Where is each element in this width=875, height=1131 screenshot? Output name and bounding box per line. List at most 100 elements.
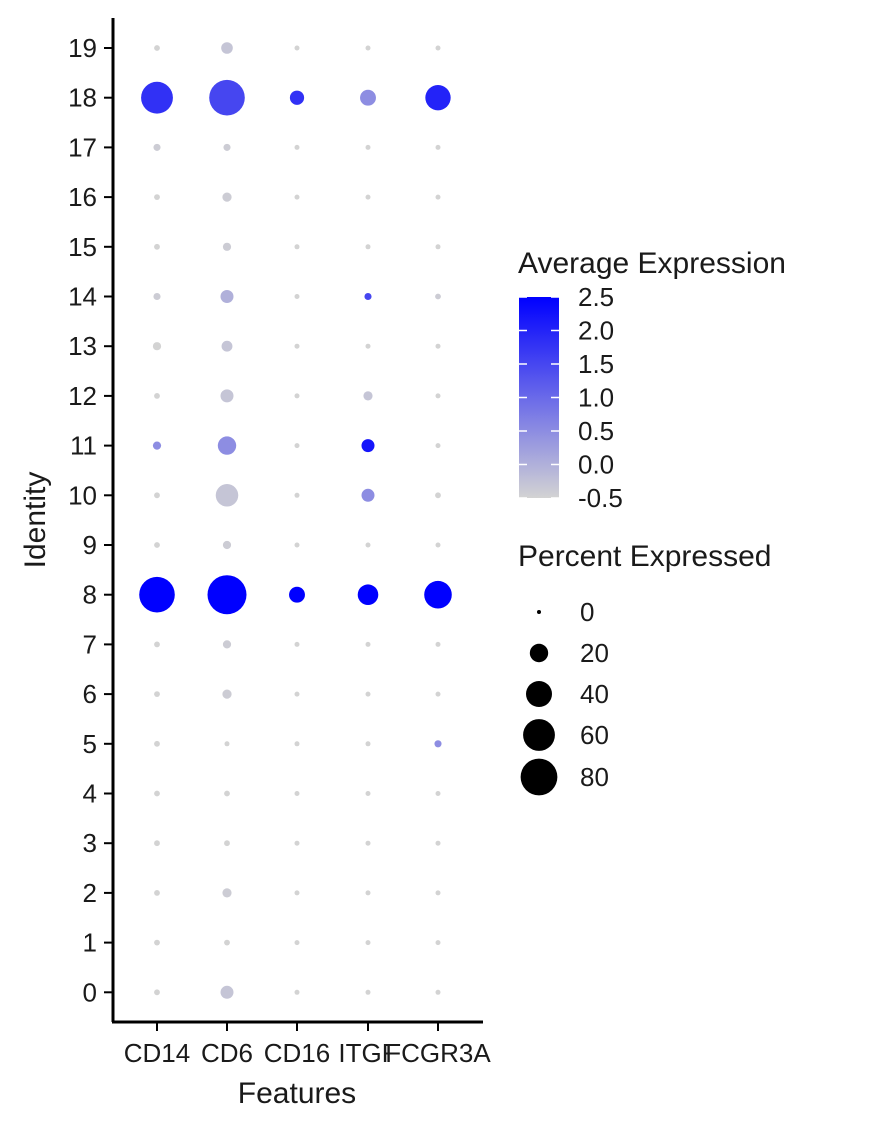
dot-13-CD16 <box>294 343 300 349</box>
dot-4-FCGR3A <box>435 791 441 796</box>
color-tick-label: 2.0 <box>578 316 614 346</box>
size-legend-label: 20 <box>580 638 609 668</box>
dot-12-FCGR3A <box>435 393 441 399</box>
dot-2-FCGR3A <box>435 890 441 896</box>
dot-5-CD14 <box>154 740 160 747</box>
dot-9-ITGAX <box>365 542 371 548</box>
dot-5-CD16 <box>294 741 300 747</box>
dot-7-CD14 <box>154 641 160 648</box>
x-tick-label: CD6 <box>201 1038 253 1068</box>
dot-15-CD16 <box>294 244 300 250</box>
dot-7-ITGAX <box>365 641 371 647</box>
dot-4-CD16 <box>294 791 300 796</box>
y-tick-label: 16 <box>68 182 97 212</box>
dot-19-FCGR3A <box>435 45 441 51</box>
dot-14-CD14 <box>153 292 161 301</box>
dot-19-ITGAX <box>365 45 371 51</box>
dot-1-CD6 <box>224 939 230 946</box>
dot-16-CD14 <box>154 194 160 201</box>
dot-8-CD14 <box>139 576 175 613</box>
x-tick-label: CD14 <box>124 1038 190 1068</box>
dot-5-FCGR3A <box>434 740 442 748</box>
dot-18-CD6 <box>209 79 245 116</box>
y-tick-label: 19 <box>68 33 97 63</box>
dot-11-CD14 <box>152 441 162 450</box>
dot-10-FCGR3A <box>435 492 441 499</box>
dot-14-CD6 <box>220 290 234 303</box>
dot-10-CD16 <box>294 492 300 498</box>
size-legend: Percent Expressed 0 20 40 60 80 <box>518 540 771 796</box>
y-tick-label: 1 <box>83 928 97 958</box>
dot-10-CD6 <box>215 484 239 507</box>
dot-7-FCGR3A <box>435 641 441 647</box>
y-tick-label: 9 <box>83 530 97 560</box>
dot-1-FCGR3A <box>435 940 441 946</box>
dot-7-CD6 <box>222 640 232 649</box>
dot-4-CD6 <box>224 790 230 797</box>
dot-10-ITGAX <box>361 488 375 502</box>
dot-12-CD6 <box>220 389 234 403</box>
dot-9-CD6 <box>222 540 232 550</box>
dot-16-CD16 <box>294 194 300 200</box>
dot-5-CD6 <box>224 741 230 747</box>
dot-17-CD16 <box>294 144 300 150</box>
dot-0-CD6 <box>220 985 234 999</box>
dot-14-CD16 <box>294 294 300 299</box>
x-tick-label: CD16 <box>264 1038 330 1068</box>
dot-17-FCGR3A <box>435 144 441 150</box>
y-tick-label: 10 <box>68 480 97 510</box>
dot-13-CD14 <box>152 342 162 351</box>
size-legend-label: 60 <box>580 720 609 750</box>
dot-14-FCGR3A <box>435 293 441 300</box>
y-tick-label: 2 <box>83 878 97 908</box>
dot-9-CD14 <box>154 542 160 548</box>
dot-16-FCGR3A <box>435 194 441 200</box>
dot-12-ITGAX <box>363 391 373 401</box>
dot-3-ITGAX <box>365 840 371 846</box>
color-tick-label: 1.0 <box>578 383 614 413</box>
dot-1-ITGAX <box>365 940 371 946</box>
size-legend-label: 0 <box>580 597 594 627</box>
dot-4-CD14 <box>154 790 160 797</box>
dot-13-CD6 <box>221 340 233 352</box>
size-legend-items: 0 20 40 60 80 <box>520 597 609 796</box>
y-tick-label: 13 <box>68 331 97 361</box>
y-tick-label: 8 <box>83 580 97 610</box>
dot-15-ITGAX <box>365 244 371 250</box>
color-legend-ticks: 2.5 2.01.5 1.00.5 0.0-0.5 <box>519 282 623 513</box>
dot-6-CD16 <box>294 691 300 697</box>
dot-2-CD14 <box>154 889 160 896</box>
x-tick-label: FCGR3A <box>385 1038 491 1068</box>
size-legend-dot <box>529 643 549 663</box>
dot-4-ITGAX <box>365 791 371 796</box>
color-tick-label: -0.5 <box>578 483 623 513</box>
y-tick-label: 11 <box>70 431 97 461</box>
size-legend-dot <box>520 758 558 796</box>
dot-11-ITGAX <box>361 439 375 453</box>
y-tick-label: 0 <box>83 977 97 1007</box>
x-tick-label: ITGF <box>338 1038 397 1068</box>
dot-11-CD6 <box>217 436 237 455</box>
dot-15-CD6 <box>222 242 232 251</box>
size-legend-label: 40 <box>580 679 609 709</box>
color-legend: Average Expression 2.5 2.01.5 1.00.5 0.0-0.… <box>518 247 786 513</box>
dot-6-FCGR3A <box>435 691 441 697</box>
dot-6-CD6 <box>222 689 232 699</box>
dot-8-FCGR3A <box>424 580 452 609</box>
dot-1-CD16 <box>294 940 300 946</box>
dot-14-ITGAX <box>364 292 372 301</box>
y-tick-label: 12 <box>68 381 97 411</box>
dot-0-FCGR3A <box>435 989 441 995</box>
x-axis-title: Features <box>238 1077 356 1110</box>
dot-8-ITGAX <box>357 584 379 605</box>
dot-19-CD14 <box>154 45 160 51</box>
dot-3-CD14 <box>154 840 160 847</box>
size-legend-dot <box>537 610 541 614</box>
dot-19-CD6 <box>221 42 233 54</box>
color-tick-label: 0.0 <box>578 450 614 480</box>
dot-2-CD16 <box>294 890 300 896</box>
dot-1-CD14 <box>154 939 160 946</box>
